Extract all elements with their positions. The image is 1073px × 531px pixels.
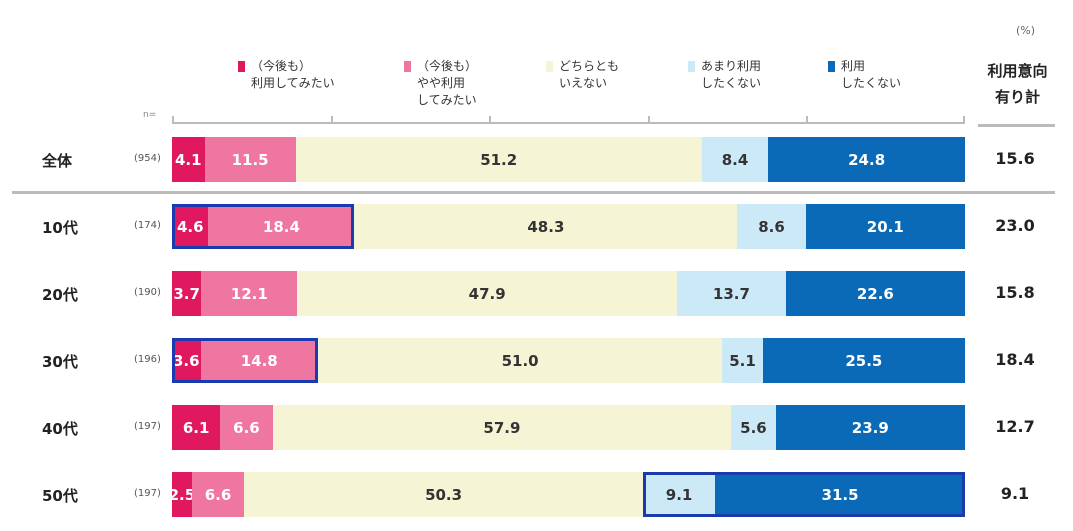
bar-segment: 6.6 [191, 472, 245, 517]
highlight-box [172, 204, 355, 249]
total-header-line2: 有り計 [994, 88, 1040, 106]
legend-swatch [688, 61, 695, 72]
legend-item: あまり利用 したくない [688, 58, 761, 92]
row-total: 23.0 [995, 216, 1035, 235]
stacked-bar: 3.7 12.1 47.9 13.7 22.6 [172, 271, 965, 316]
bar-segment: 20.1 [805, 204, 965, 249]
row-total: 15.6 [995, 149, 1035, 168]
bar-segment: 3.6 [172, 338, 201, 383]
stacked-bar: 2.5 6.6 50.3 9.1 31.5 [169, 472, 965, 517]
total-header-line1: 利用意向 [987, 62, 1048, 80]
legend-swatch [546, 61, 553, 72]
axis-tick [330, 116, 333, 123]
legend-swatch [238, 61, 245, 72]
row-label: 20代 [42, 286, 78, 304]
row-label: 全体 [42, 152, 73, 170]
legend-item: （今後も） 利用してみたい [238, 58, 335, 92]
x-axis [172, 122, 965, 124]
bar-segment: 6.6 [220, 405, 273, 450]
bar-segment: 11.5 [204, 137, 296, 182]
bar-segment: 3.7 [172, 271, 202, 316]
row-n: (174) [134, 220, 161, 231]
row-n: (196) [134, 354, 161, 365]
highlight-box [172, 338, 318, 383]
bar-segment: 6.1 [172, 405, 221, 450]
row-label: 10代 [42, 219, 78, 237]
bar-segment: 8.6 [737, 204, 806, 249]
total-header: 利用意向 有り計 [980, 58, 1055, 110]
bar-segment: 4.6 [172, 204, 209, 249]
bar-segment: 18.4 [208, 204, 355, 249]
row-label: 40代 [42, 420, 78, 438]
legend-label: あまり利用 したくない [701, 59, 762, 90]
legend-swatch [828, 61, 835, 72]
row-total: 9.1 [1000, 484, 1030, 503]
bar-segment: 57.9 [272, 405, 732, 450]
legend-item: 利用 したくない [828, 58, 901, 92]
axis-tick [963, 116, 965, 123]
row-label: 30代 [42, 353, 78, 371]
legend-label: （今後も） 利用してみたい [251, 59, 335, 90]
stacked-bar: 6.1 6.6 57.9 5.6 23.9 [172, 405, 965, 450]
stacked-bar: 4.1 11.5 51.2 8.4 24.8 [172, 137, 965, 182]
axis-tick [806, 116, 809, 123]
row-n: (197) [134, 421, 161, 432]
axis-tick [489, 116, 492, 123]
bar-segment: 8.4 [701, 137, 769, 182]
row-n: (190) [134, 287, 161, 298]
row-total: 18.4 [995, 350, 1035, 369]
row-label: 50代 [42, 487, 78, 505]
bar-segment: 51.2 [295, 137, 702, 182]
bar-segment: 13.7 [677, 271, 786, 316]
legend-label: どちらとも いえない [559, 59, 620, 90]
row-n: (197) [134, 488, 161, 499]
legend-label: （今後も） やや利用 してみたい [417, 59, 478, 107]
bar-segment: 50.3 [244, 472, 644, 517]
axis-tick [172, 116, 174, 123]
bar-segment: 9.1 [643, 472, 716, 517]
bar-segment: 12.1 [201, 271, 298, 316]
bar-segment: 31.5 [715, 472, 965, 517]
bar-segment: 4.1 [172, 137, 205, 182]
legend-swatch [404, 61, 411, 72]
legend-label: 利用 したくない [841, 59, 902, 90]
bar-segment: 5.6 [731, 405, 776, 450]
row-n: (954) [134, 153, 161, 164]
bar-segment: 2.5 [169, 472, 195, 517]
bar-segment: 24.8 [768, 137, 965, 182]
bar-segment: 22.6 [785, 271, 965, 316]
axis-tick [647, 116, 650, 123]
legend-item: どちらとも いえない [546, 58, 619, 92]
stacked-bar: 4.6 18.4 48.3 8.6 20.1 [172, 204, 965, 249]
n-label: n= [143, 110, 157, 120]
bar-segment: 47.9 [297, 271, 678, 316]
bar-segment: 51.0 [317, 338, 723, 383]
bar-segment: 5.1 [722, 338, 763, 383]
legend-item: （今後も） やや利用 してみたい [404, 58, 477, 109]
bar-segment: 48.3 [354, 204, 738, 249]
row-separator [12, 191, 1055, 194]
bar-segment: 14.8 [200, 338, 318, 383]
row-total: 15.8 [995, 283, 1035, 302]
bar-segment: 23.9 [775, 405, 965, 450]
unit-label: (%) [1015, 24, 1035, 37]
row-total: 12.7 [995, 417, 1035, 436]
stacked-bar: 3.6 14.8 51.0 5.1 25.5 [172, 338, 965, 383]
highlight-box [643, 472, 965, 517]
total-header-rule [978, 124, 1055, 127]
bar-segment: 25.5 [762, 338, 965, 383]
